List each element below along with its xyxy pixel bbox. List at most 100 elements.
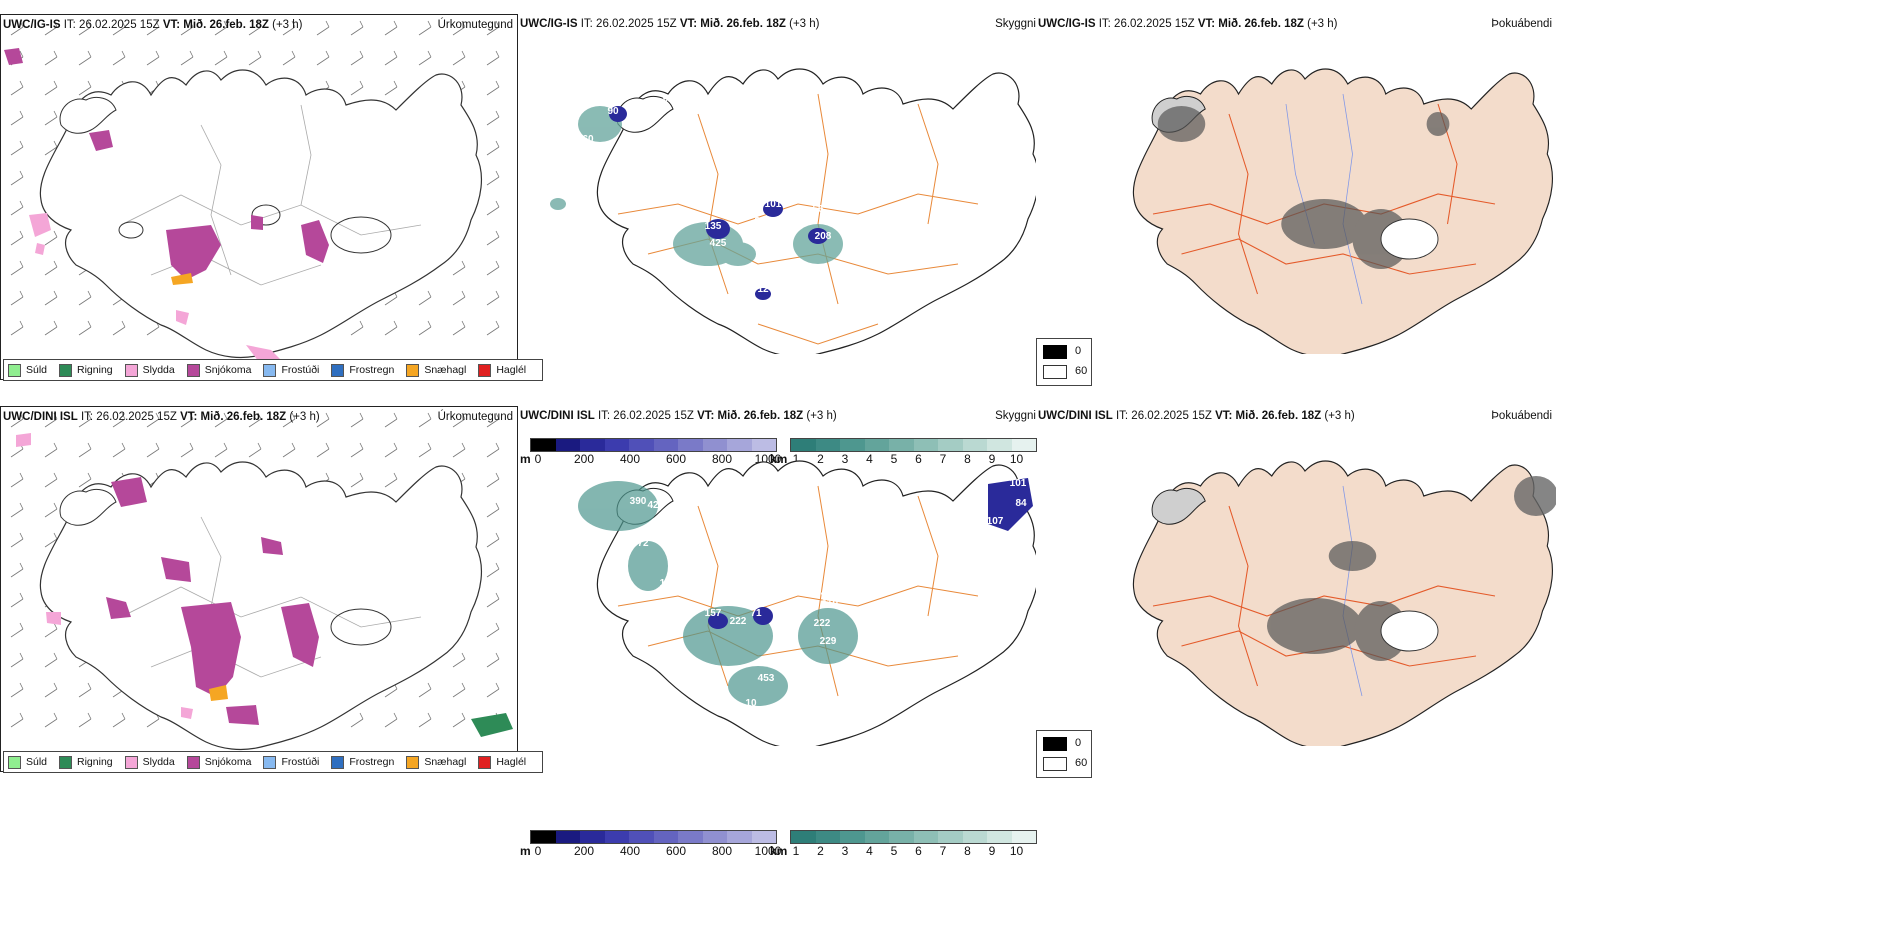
wind-barb <box>44 80 58 96</box>
wind-barb <box>452 682 466 698</box>
fog-map-2 <box>1132 460 1556 746</box>
colorbar-tick: 9 <box>988 844 996 858</box>
wind-barb <box>384 442 398 458</box>
colorbar-tick: 6 <box>915 452 922 466</box>
legend-swatch <box>263 363 277 377</box>
snow-areas <box>106 477 319 725</box>
wind-barb <box>282 412 296 428</box>
legend-label: Slydda <box>142 756 175 768</box>
wind-barb <box>384 712 398 728</box>
wind-barb <box>10 260 24 276</box>
wind-barb <box>486 592 500 608</box>
colorbar-cell <box>962 831 987 843</box>
colorbar-tick: 1000 <box>754 844 782 858</box>
wind-barb <box>350 320 364 336</box>
panel-title: Skyggni <box>995 410 1036 422</box>
wind-barb <box>44 260 58 276</box>
snow-areas <box>4 48 329 280</box>
wind-barb <box>44 140 58 156</box>
colorbar-tick: 400 <box>619 844 641 858</box>
colorbar-cell <box>815 439 840 451</box>
wind-barb <box>316 20 330 36</box>
wind-barb <box>10 472 24 488</box>
colorbar-cell <box>864 439 889 451</box>
colorbar-cell <box>987 831 1012 843</box>
wind-barb <box>384 50 398 66</box>
wind-barb <box>112 712 126 728</box>
legend-item: Snjókoma <box>186 363 251 377</box>
wind-barb <box>44 20 58 36</box>
legend-label: Snjókoma <box>204 756 252 768</box>
wind-barb <box>10 170 24 186</box>
ceiling-value-label: 208 <box>815 231 832 242</box>
colorbar-tick: 5 <box>890 452 898 466</box>
wind-barb <box>350 712 364 728</box>
colorbar-tick: 2 <box>817 844 824 858</box>
legend-label: Frostregn <box>349 364 395 376</box>
ceiling-value-label: 10 <box>745 698 757 709</box>
wind-barb <box>350 20 364 36</box>
wind-barb <box>44 110 58 126</box>
wind-barb <box>384 472 398 488</box>
colorbar-tick: 8 <box>964 844 971 858</box>
wind-barb <box>10 200 24 216</box>
colorbar-cell <box>653 439 678 451</box>
wind-barb <box>10 592 24 608</box>
wind-barb <box>10 110 24 126</box>
wind-barb <box>146 442 160 458</box>
colorbar-cell <box>555 831 580 843</box>
colorbar-cell <box>815 831 840 843</box>
wind-barb <box>10 532 24 548</box>
wind-barb <box>452 652 466 668</box>
legend-item: Frostregn <box>331 363 395 377</box>
wind-barb <box>282 442 296 458</box>
wind-barb <box>418 682 432 698</box>
wind-barb <box>44 682 58 698</box>
wind-barb <box>214 20 228 36</box>
panel-header: UWC/DINI ISL IT: 26.02.2025 15Z VT: Mið.… <box>520 410 837 422</box>
wind-barb <box>486 622 500 638</box>
wind-barb <box>78 50 92 66</box>
ceiling-value-label: 101 <box>765 199 782 210</box>
wind-barb <box>180 442 194 458</box>
wind-barb <box>10 562 24 578</box>
wind-barb <box>78 412 92 428</box>
colorbar-tick: 600 <box>665 452 687 466</box>
colorbar-cell <box>727 439 752 451</box>
colorbar-cell <box>580 439 605 451</box>
wind-barb <box>10 230 24 246</box>
rain-area <box>471 713 513 737</box>
wind-barb <box>10 502 24 518</box>
wind-barb <box>10 80 24 96</box>
wind-barb <box>112 412 126 428</box>
visibility-unit: km <box>770 452 788 466</box>
ceiling-areas <box>708 478 1033 629</box>
wind-barb <box>248 412 262 428</box>
ceiling-value-label: 365 <box>795 606 812 617</box>
wind-barb <box>112 442 126 458</box>
legend-label: Snæhagl <box>424 756 467 768</box>
colorbar-tick: 3 <box>841 844 849 858</box>
legend-item: Rigning <box>59 755 113 769</box>
colorbar-tick: 0 <box>534 844 542 858</box>
legend-label: Haglél <box>496 756 527 768</box>
ceiling-value-label: 222 <box>730 616 747 627</box>
visibility-panel-2: 390 42 72 102 49 157 222 71 103 154 110 365 222 229 45… <box>518 406 1036 772</box>
wind-barb <box>10 652 24 668</box>
wind-barb <box>214 442 228 458</box>
colorbar-cell <box>913 831 938 843</box>
colorbar-cell <box>727 831 752 843</box>
wind-barb <box>350 50 364 66</box>
colorbar-cell <box>791 439 816 451</box>
wind-barb <box>486 652 500 668</box>
wind-barb <box>44 652 58 668</box>
wind-barb <box>78 20 92 36</box>
colorbar-cell <box>604 831 629 843</box>
wind-barb <box>10 320 24 336</box>
legend-label: Haglél <box>496 364 527 376</box>
legend-label: Frostúði <box>281 756 320 768</box>
wind-barb <box>214 412 228 428</box>
